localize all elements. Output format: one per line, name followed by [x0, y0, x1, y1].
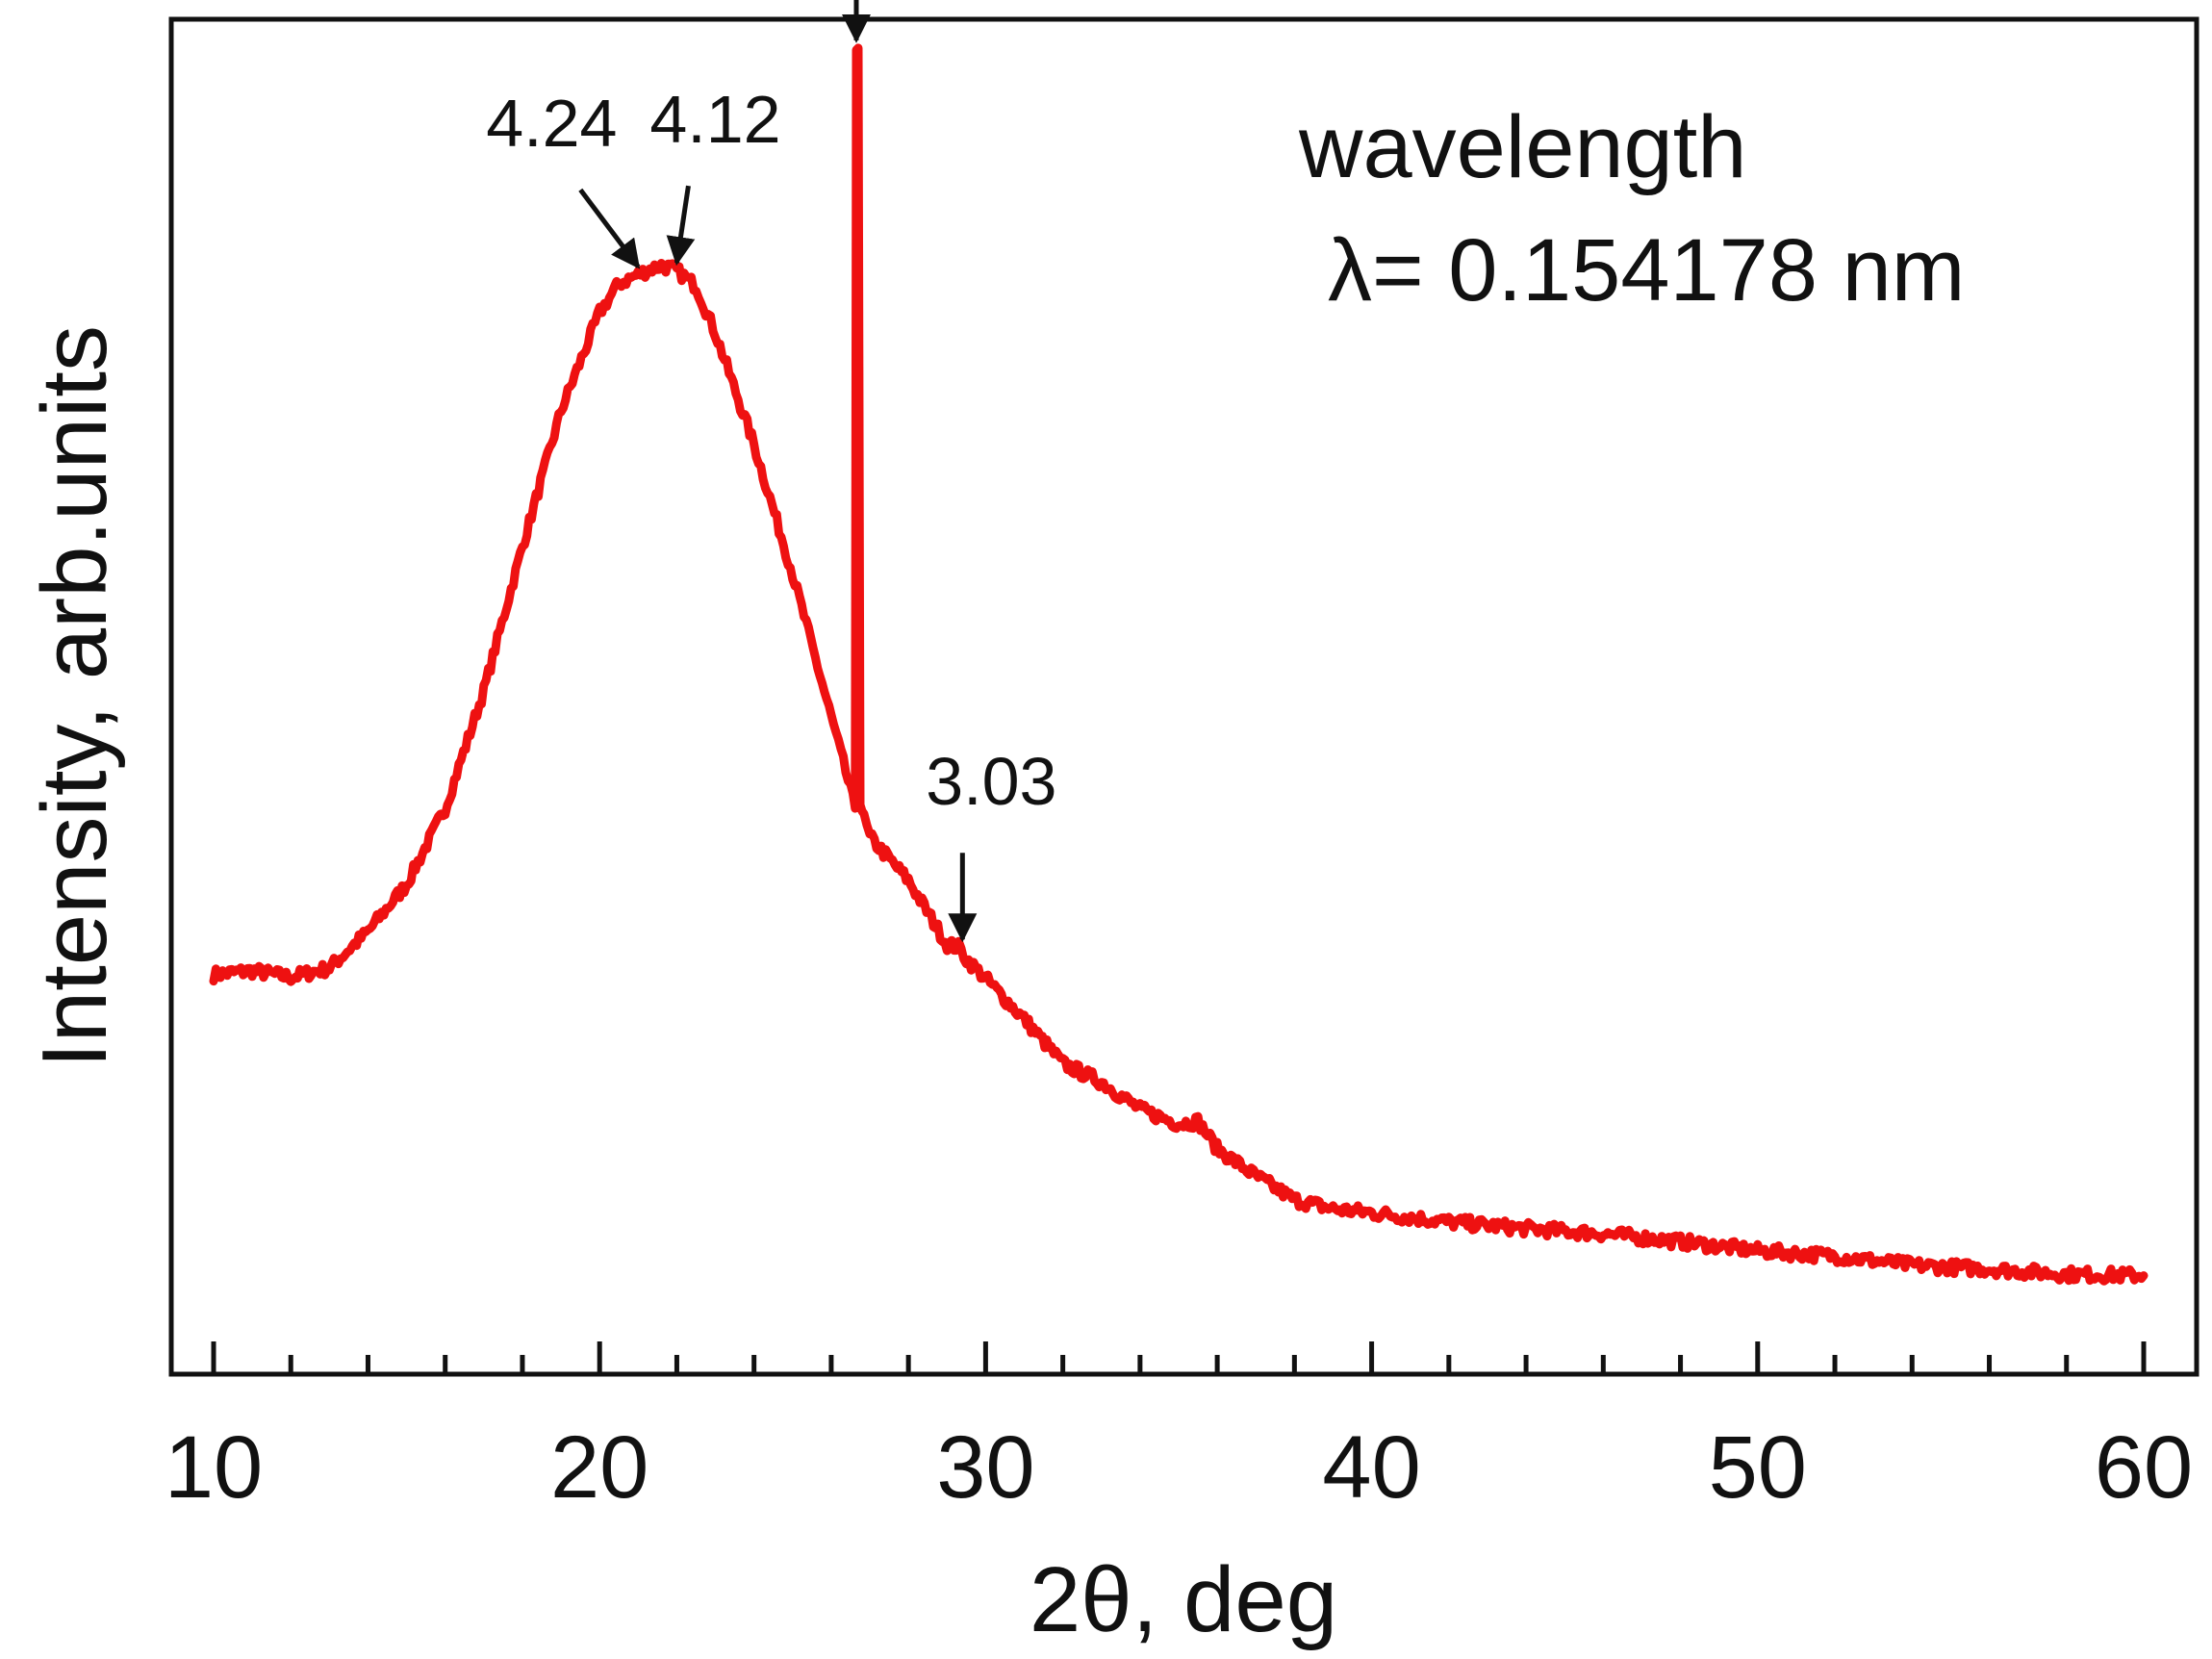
x-tick-label-20: 20: [550, 1418, 648, 1517]
x-axis-title: 2θ, deg: [1030, 1548, 1337, 1651]
annotation-label-3.34: 3.34: [895, 0, 1026, 2]
annotation-label-4.12: 4.12: [649, 82, 780, 157]
annotation-label-4.24: 4.24: [486, 86, 617, 161]
x-axis-tick-labels: 10 20 30 40 50 60: [165, 1418, 2193, 1517]
x-tick-label-50: 50: [1709, 1418, 1807, 1517]
annotation-arrow-4.24: [578, 188, 641, 269]
wavelength-label: wavelength: [1298, 98, 1746, 196]
x-tick-label-30: 30: [936, 1418, 1034, 1517]
x-tick-label-40: 40: [1322, 1418, 1420, 1517]
plot-frame: [168, 16, 2199, 1377]
x-axis-ticks: [211, 1341, 2147, 1374]
series-line-xrd-pattern: [209, 43, 2148, 1286]
y-axis-title: Intensity, arb.units: [23, 325, 126, 1068]
annotation-label-3.03: 3.03: [926, 744, 1056, 819]
peak-annotations: 3.34 4.24 4.12 3.03: [486, 0, 1056, 943]
wavelength-value: λ= 0.154178 nm: [1328, 221, 1965, 319]
annotation-arrow-4.12: [666, 185, 696, 267]
x-tick-label-60: 60: [2095, 1418, 2193, 1517]
x-tick-label-10: 10: [165, 1418, 263, 1517]
